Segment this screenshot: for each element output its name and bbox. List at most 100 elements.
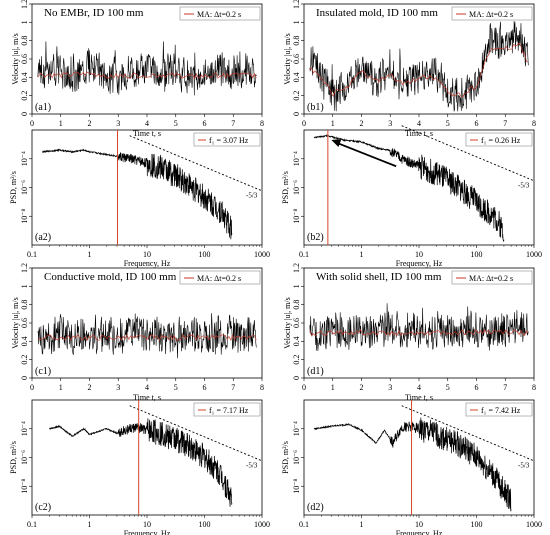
panel-title: With solid shell, ID 100 mm (316, 271, 442, 283)
legend-box (465, 402, 533, 417)
legend-label: MA: Δt=0.2 s (469, 10, 513, 19)
y-tick-label: 0.4 (292, 72, 301, 82)
x-tick-label: 4 (417, 119, 421, 128)
panel-label: (c2) (35, 502, 51, 513)
x-tick-label: 3 (388, 119, 392, 128)
x-axis-label: Frequency, Hz (396, 529, 443, 535)
x-axis-label: Frequency, Hz (396, 259, 443, 268)
plot-frame (303, 267, 535, 379)
y-axis-label: Velocity |u|, m/s (283, 297, 292, 348)
y-tick-label: 1.2 (20, 263, 29, 273)
y-tick-label: 0.8 (20, 36, 29, 46)
legend-box (193, 132, 261, 147)
panel-title: Conductive mold, ID 100 mm (44, 271, 177, 283)
x-tick-label: 0.1 (299, 520, 309, 529)
x-tick-label: 5 (174, 119, 178, 128)
y-axis-label: PSD, m²/s (9, 441, 18, 474)
legend-label: MA: Δt=0.2 s (197, 10, 241, 19)
velocity-series (37, 41, 257, 96)
y-tick-label: 0.2 (20, 355, 29, 365)
annotation-arrow-head (331, 139, 342, 148)
x-tick-label: 1000 (254, 520, 270, 529)
annotation-arrow (337, 142, 397, 168)
x-tick-label: 0 (30, 383, 34, 392)
x-tick-label: 10 (415, 250, 423, 259)
x-tick-label: 10 (415, 520, 423, 529)
y-tick-label: 1.2 (292, 0, 301, 9)
x-tick-label: 1 (88, 250, 92, 259)
y-axis-label: PSD, m²/s (281, 441, 290, 474)
x-axis-label: Time t, s (405, 129, 433, 138)
y-tick-label: 10⁻⁴ (292, 151, 301, 166)
panel-label: (a2) (35, 232, 51, 243)
x-tick-label: 7 (503, 119, 507, 128)
y-tick-label: 0.4 (292, 336, 301, 346)
x-tick-label: 1 (331, 383, 335, 392)
y-tick-label: 10⁻⁶ (292, 180, 301, 195)
y-tick-label: 10⁻⁴ (292, 421, 301, 436)
x-tick-label: 100 (471, 520, 483, 529)
x-tick-label: 1 (59, 383, 63, 392)
panel-label: (b2) (307, 232, 324, 243)
panel-title: Insulated mold, ID 100 mm (316, 7, 438, 19)
x-tick-label: 5 (446, 119, 450, 128)
legend-label: MA: Δt=0.2 s (197, 274, 241, 283)
moving-average-series (309, 328, 529, 337)
x-tick-label: 4 (145, 119, 149, 128)
panel-c1: 0 1 2 3 4 5 6 7 8 0 0.2 0.4 0.6 0.8 1 1.2 Conductive mol… (11, 263, 264, 402)
panel-a2: 0.1 1 10 100 1000 10⁻⁴ 10⁻⁶ 10⁻⁸ -5/3 f₁ = 3.07 H… (9, 129, 270, 268)
x-tick-label: 100 (199, 250, 211, 259)
x-tick-label: 100 (471, 250, 483, 259)
y-tick-label: 0 (292, 112, 301, 116)
x-tick-label: 6 (203, 119, 207, 128)
x-tick-label: 6 (475, 383, 479, 392)
panel-label: (b1) (307, 102, 324, 113)
x-tick-label: 3 (116, 383, 120, 392)
y-tick-label: 1 (292, 20, 301, 24)
legend-label: MA: Δt=0.2 s (469, 274, 513, 283)
y-tick-label: 10⁻⁴ (20, 151, 29, 166)
legend-box (179, 6, 261, 21)
x-tick-label: 100 (199, 520, 211, 529)
panel-title: No EMBr, ID 100 mm (44, 7, 144, 19)
y-tick-label: 10⁻⁶ (20, 450, 29, 465)
psd-series (49, 418, 233, 507)
y-tick-label: 1 (20, 284, 29, 288)
legend-box (465, 132, 533, 147)
x-tick-label: 0.1 (27, 250, 37, 259)
y-tick-label: 0.8 (292, 36, 301, 46)
y-tick-label: 10⁻⁴ (20, 421, 29, 436)
x-tick-label: 4 (417, 383, 421, 392)
plot-frame (303, 399, 535, 516)
x-tick-label: 7 (231, 383, 235, 392)
y-tick-label: 0 (20, 376, 29, 380)
y-tick-label: 0.6 (292, 54, 301, 64)
x-tick-label: 5 (174, 383, 178, 392)
y-tick-label: 0.6 (20, 54, 29, 64)
panel-label: (d2) (307, 502, 324, 513)
panel-c2: 0.1 1 10 100 1000 10⁻⁴ 10⁻⁶ 10⁻⁸ -5/3 f₁ = 7.17 H… (9, 399, 270, 535)
x-tick-label: 0 (302, 119, 306, 128)
x-tick-label: 10 (143, 520, 151, 529)
y-axis-label: PSD, m²/s (9, 171, 18, 204)
slope-label: -5/3 (518, 462, 530, 470)
x-tick-label: 8 (260, 383, 264, 392)
x-tick-label: 2 (88, 383, 92, 392)
y-tick-label: 0.8 (292, 300, 301, 310)
panel-label: (d1) (307, 366, 324, 377)
velocity-series (309, 303, 529, 351)
x-tick-label: 4 (145, 383, 149, 392)
plot-frame (31, 399, 263, 516)
x-tick-label: 0 (302, 383, 306, 392)
legend-box (179, 270, 261, 285)
x-tick-label: 1 (88, 520, 92, 529)
x-tick-label: 7 (231, 119, 235, 128)
slope-label: -5/3 (246, 462, 258, 470)
moving-average-series (37, 333, 257, 342)
x-tick-label: 2 (360, 119, 364, 128)
x-tick-label: 2 (360, 383, 364, 392)
y-tick-label: 0.6 (292, 318, 301, 328)
x-tick-label: 10 (143, 250, 151, 259)
x-tick-label: 1 (331, 119, 335, 128)
